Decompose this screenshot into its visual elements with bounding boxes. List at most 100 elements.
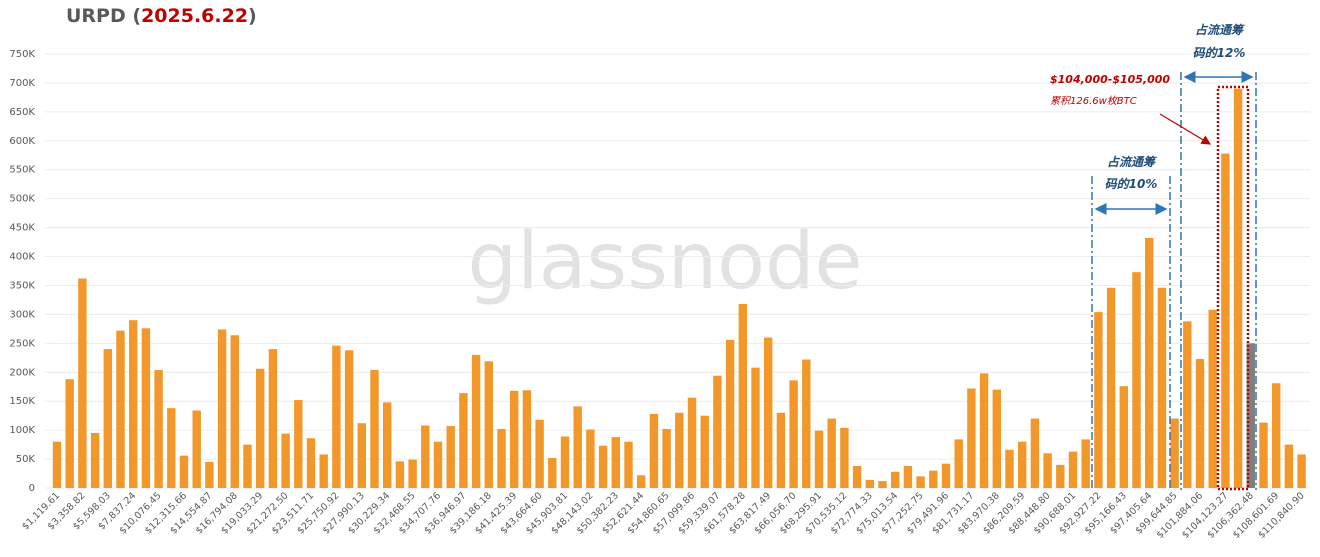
y-tick-label: 150K: [9, 396, 35, 407]
y-tick-label: 400K: [9, 252, 35, 263]
bar: [700, 415, 709, 488]
y-tick-label: 300K: [9, 309, 35, 320]
bar: [167, 408, 176, 488]
bar: [1030, 418, 1040, 488]
bar: [471, 354, 481, 488]
bar: [217, 329, 227, 488]
bar: [1297, 454, 1306, 488]
y-tick-label: 0: [29, 483, 35, 494]
bar: [738, 303, 747, 488]
y-tick-label: 600K: [9, 136, 35, 147]
bar: [1272, 383, 1281, 488]
bar: [637, 475, 646, 488]
bar: [560, 436, 570, 488]
bar: [154, 369, 163, 488]
y-tick-label: 350K: [9, 280, 35, 291]
title-date: 2025.6.22: [141, 5, 248, 27]
bar: [332, 345, 341, 488]
annotation: 占流通筹: [1195, 23, 1245, 37]
watermark: glassnode: [468, 217, 863, 307]
bar: [548, 457, 557, 488]
bar: [90, 433, 100, 488]
bar: [1208, 309, 1217, 488]
y-tick-label: 500K: [9, 194, 35, 205]
bar: [1145, 238, 1154, 488]
bar: [891, 471, 900, 488]
bar: [929, 470, 938, 488]
bar: [840, 427, 849, 488]
bar: [903, 466, 913, 488]
red-arrow: [1159, 113, 1212, 145]
bar: [776, 412, 786, 488]
bar: [802, 359, 811, 488]
bar: [611, 437, 620, 488]
bar: [827, 418, 836, 488]
bar: [344, 350, 354, 488]
bar: [1106, 287, 1116, 488]
title-text: URPD (: [66, 5, 141, 27]
bar: [954, 439, 963, 488]
y-tick-label: 650K: [9, 107, 35, 118]
bar: [1094, 312, 1103, 488]
bar: [1170, 418, 1179, 488]
bar: [1081, 439, 1090, 488]
bar: [129, 320, 138, 488]
bar: [205, 461, 214, 488]
y-tick-label: 50K: [16, 454, 36, 465]
bar: [230, 335, 239, 488]
bar: [1132, 272, 1141, 488]
bar: [573, 406, 582, 488]
bar: [1119, 386, 1128, 488]
bar: [624, 441, 633, 488]
bar: [916, 476, 925, 488]
bar: [306, 438, 316, 488]
annotation: 码的12%: [1193, 46, 1246, 60]
bar: [357, 423, 366, 488]
bar: [294, 400, 303, 488]
bar: [243, 444, 252, 488]
bar: [1043, 453, 1052, 488]
bar: [383, 402, 392, 488]
bar: [497, 428, 506, 488]
bar: [1157, 287, 1167, 488]
annotation: $104,000-$105,000: [1050, 73, 1170, 86]
bar: [408, 459, 417, 488]
bar: [256, 368, 265, 488]
bar: [865, 479, 874, 488]
bar: [522, 390, 532, 488]
bar: [1259, 422, 1268, 488]
bar: [992, 389, 1001, 488]
bar: [535, 419, 544, 488]
bar: [1195, 358, 1205, 488]
bar: [141, 328, 151, 488]
annotation: 码的10%: [1105, 177, 1158, 191]
bar: [395, 461, 405, 488]
y-tick-label: 250K: [9, 338, 35, 349]
bar: [281, 433, 290, 488]
bar: [116, 330, 125, 488]
y-tick-label: 100K: [9, 425, 35, 436]
bar: [764, 337, 773, 488]
bar: [675, 412, 684, 488]
bar: [370, 369, 379, 488]
bar: [459, 393, 468, 488]
bar: [484, 361, 493, 488]
bar: [319, 454, 328, 488]
bar: [687, 397, 697, 488]
bar: [446, 426, 455, 488]
bar: [65, 379, 74, 488]
bracket-lines: [1091, 72, 1257, 490]
bar: [941, 463, 951, 488]
bar: [586, 429, 595, 488]
bar: [713, 375, 722, 488]
bar: [510, 390, 519, 488]
bar: [421, 425, 430, 488]
bar: [1068, 451, 1078, 488]
bar: [1005, 449, 1014, 488]
bar: [649, 413, 659, 488]
bar: [192, 410, 201, 488]
y-tick-label: 450K: [9, 223, 35, 234]
y-tick-label: 550K: [9, 165, 35, 176]
bar: [789, 380, 798, 488]
bar: [1018, 441, 1027, 488]
